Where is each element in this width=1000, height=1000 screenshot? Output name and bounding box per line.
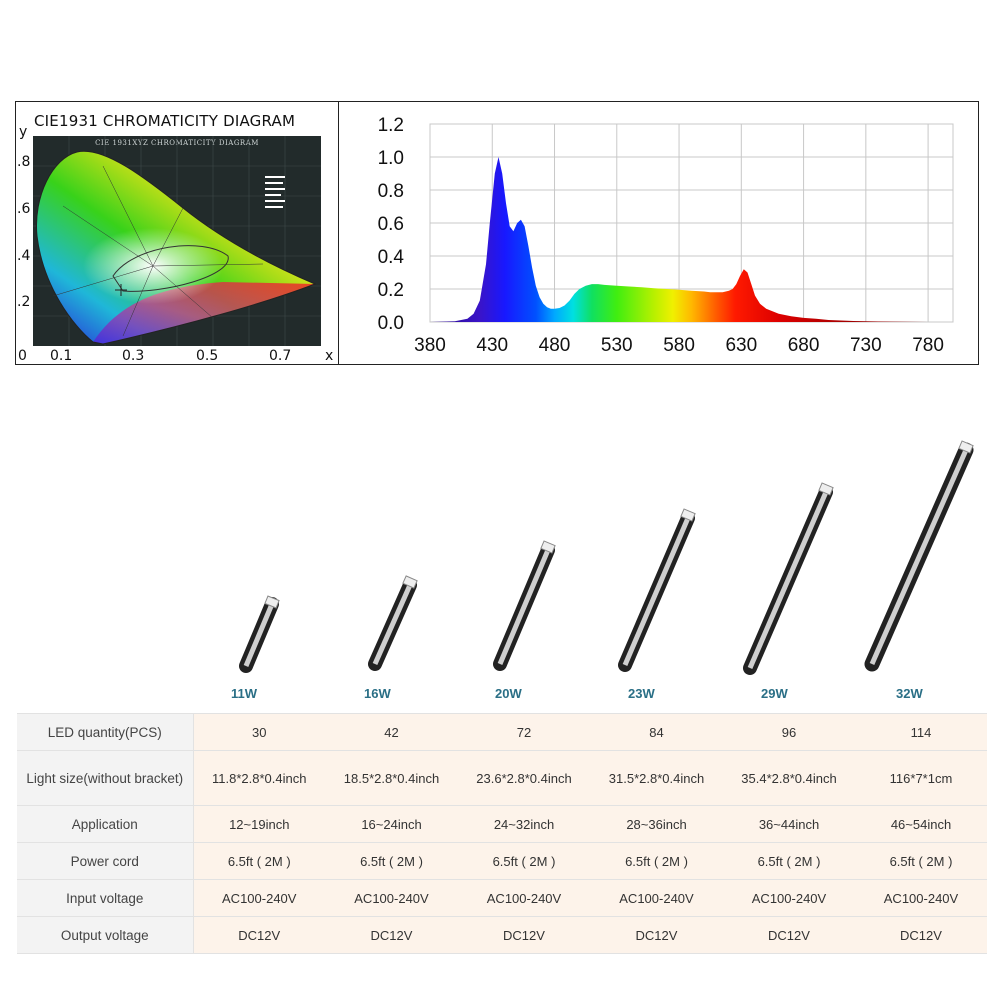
table-cell: 6.5ft ( 2M ) <box>855 842 987 880</box>
cie-y-tick: .8 <box>17 154 31 170</box>
row-header: Input voltage <box>17 879 194 917</box>
table-row: Output voltage DC12V DC12V DC12V DC12V D… <box>17 916 987 954</box>
spectrum-svg: 0.0 0.2 0.4 0.6 0.8 1.0 1.2 380 430 480 530 580 630… <box>378 115 954 356</box>
x-tick-label: 780 <box>912 335 944 356</box>
table-cell: DC12V <box>458 916 590 954</box>
x-tick-label: 530 <box>601 335 633 356</box>
table-cell: DC12V <box>590 916 723 954</box>
cie-y-axis-letter: y <box>19 124 28 140</box>
table-row: Light size(without bracket) 11.8*2.8*0.4… <box>17 750 987 806</box>
light-bar-32w <box>864 440 974 672</box>
table-cell: 96 <box>723 713 855 751</box>
row-header: LED quantity(PCS) <box>17 713 194 751</box>
x-tick-label: 430 <box>476 335 508 356</box>
x-tick-label: 630 <box>725 335 757 356</box>
table-row: Power cord 6.5ft ( 2M ) 6.5ft ( 2M ) 6.5… <box>17 842 987 880</box>
cie-chromaticity-image: CIE 1931XYZ CHROMATICITY DIAGRAM <box>33 136 321 346</box>
table-cell: AC100-240V <box>723 879 855 917</box>
table-cell: 42 <box>325 713 458 751</box>
light-bar-29w <box>743 482 834 675</box>
table-cell: 12~19inch <box>193 805 325 843</box>
table-cell: 114 <box>855 713 987 751</box>
table-row: LED quantity(PCS) 30 42 72 84 96 114 <box>17 713 987 751</box>
light-bar-16w <box>368 575 418 671</box>
x-tick-label: 730 <box>850 335 882 356</box>
spectrum-area <box>430 157 953 322</box>
table-cell: DC12V <box>723 916 855 954</box>
table-cell: AC100-240V <box>590 879 723 917</box>
cie-y-tick: .6 <box>17 201 31 217</box>
x-tick-label: 580 <box>663 335 695 356</box>
table-cell: 28~36inch <box>590 805 723 843</box>
wattage-label: 16W <box>364 686 391 701</box>
row-header: Application <box>17 805 194 843</box>
table-cell: 31.5*2.8*0.4inch <box>590 750 723 806</box>
table-cell: 6.5ft ( 2M ) <box>590 842 723 880</box>
cie-title: CIE1931 CHROMATICITY DIAGRAM <box>34 112 296 130</box>
table-row: Input voltage AC100-240V AC100-240V AC10… <box>17 879 987 917</box>
x-tick-label: 380 <box>414 335 446 356</box>
cie-x-tick: 0.1 <box>50 348 73 364</box>
y-tick-label: 0.0 <box>378 313 404 334</box>
light-bar-23w <box>618 508 696 672</box>
row-header: Output voltage <box>17 916 194 954</box>
y-tick-label: 1.2 <box>378 115 404 136</box>
wattage-label: 20W <box>495 686 522 701</box>
light-bar-11w <box>239 595 280 673</box>
light-bar-20w <box>493 540 556 671</box>
cie-x-tick: 0.5 <box>196 348 219 364</box>
table-cell: DC12V <box>193 916 325 954</box>
wattage-label: 29W <box>761 686 788 701</box>
table-cell: 72 <box>458 713 590 751</box>
cie-y-tick: .2 <box>17 294 31 310</box>
spectrum-chart: 0.0 0.2 0.4 0.6 0.8 1.0 1.2 380 430 480 530 580 630… <box>338 102 978 364</box>
table-cell: AC100-240V <box>458 879 590 917</box>
row-header: Light size(without bracket) <box>17 750 194 806</box>
table-cell: 24~32inch <box>458 805 590 843</box>
wattage-label: 23W <box>628 686 655 701</box>
table-cell: 116*7*1cm <box>855 750 987 806</box>
table-cell: 6.5ft ( 2M ) <box>193 842 325 880</box>
table-cell: DC12V <box>855 916 987 954</box>
cie-x-tick: 0.7 <box>269 348 292 364</box>
chart-panel: CIE1931 CHROMATICITY DIAGRAM y x .8 .6 .… <box>15 101 979 365</box>
table-cell: DC12V <box>325 916 458 954</box>
wattage-label: 11W <box>231 686 258 701</box>
table-cell: 84 <box>590 713 723 751</box>
table-cell: 35.4*2.8*0.4inch <box>723 750 855 806</box>
table-cell: 11.8*2.8*0.4inch <box>193 750 325 806</box>
y-tick-label: 0.8 <box>378 181 404 202</box>
x-tick-label: 680 <box>788 335 820 356</box>
table-cell: 16~24inch <box>325 805 458 843</box>
cie-x-axis-letter: x <box>325 348 334 364</box>
y-tick-label: 1.0 <box>378 148 404 169</box>
cie-y-tick: .4 <box>17 248 31 264</box>
table-cell: 30 <box>193 713 325 751</box>
table-cell: 46~54inch <box>855 805 987 843</box>
cie-diagram: CIE1931 CHROMATICITY DIAGRAM y x .8 .6 .… <box>16 102 339 364</box>
spec-table: LED quantity(PCS) 30 42 72 84 96 114 Lig… <box>17 713 987 954</box>
table-row: Application 12~19inch 16~24inch 24~32inc… <box>17 805 987 843</box>
table-cell: 6.5ft ( 2M ) <box>458 842 590 880</box>
table-cell: 23.6*2.8*0.4inch <box>458 750 590 806</box>
row-header: Power cord <box>17 842 194 880</box>
x-tick-label: 480 <box>539 335 571 356</box>
table-cell: 18.5*2.8*0.4inch <box>325 750 458 806</box>
table-cell: 6.5ft ( 2M ) <box>325 842 458 880</box>
y-tick-label: 0.2 <box>378 280 404 301</box>
table-cell: AC100-240V <box>855 879 987 917</box>
table-cell: 6.5ft ( 2M ) <box>723 842 855 880</box>
table-cell: 36~44inch <box>723 805 855 843</box>
y-tick-label: 0.6 <box>378 214 404 235</box>
table-cell: AC100-240V <box>193 879 325 917</box>
cie-x-tick: 0.3 <box>122 348 145 364</box>
light-bars-svg <box>239 440 974 675</box>
y-tick-label: 0.4 <box>378 247 405 268</box>
table-cell: AC100-240V <box>325 879 458 917</box>
cie-x-tick: 0 <box>18 348 27 364</box>
wattage-label: 32W <box>896 686 923 701</box>
